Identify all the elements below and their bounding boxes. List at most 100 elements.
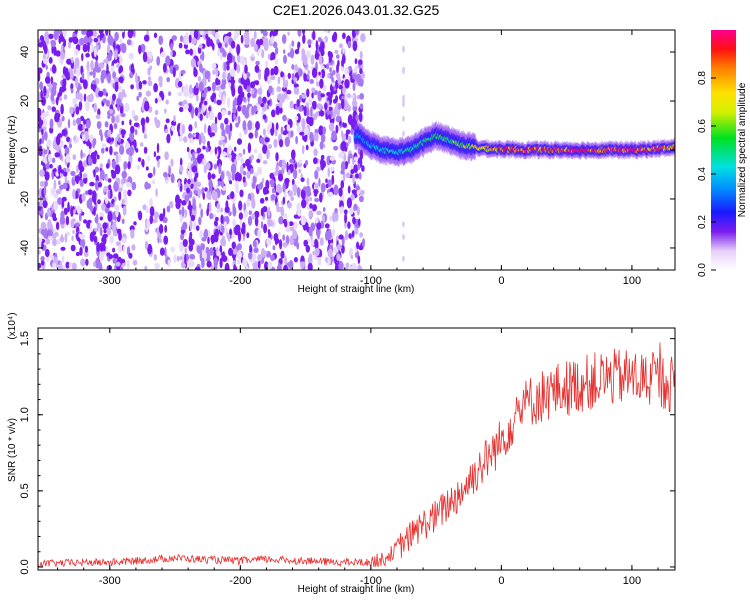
noise-speckle [89, 181, 95, 187]
noise-speckle [340, 66, 344, 71]
noise-speckle [78, 101, 83, 111]
noise-speckle [239, 164, 244, 175]
noise-speckle [193, 184, 198, 190]
noise-speckle [92, 139, 96, 149]
noise-speckle [165, 118, 170, 124]
noise-speckle [183, 43, 188, 49]
noise-speckle [262, 160, 268, 165]
noise-speckle [262, 144, 268, 155]
noise-speckle [347, 93, 351, 98]
noise-speckle [90, 60, 94, 71]
noise-speckle [193, 189, 198, 195]
noise-speckle [319, 141, 324, 150]
noise-speckle [187, 178, 191, 185]
noise-speckle [333, 184, 339, 196]
noise-speckle [240, 34, 244, 44]
noise-speckle [166, 77, 171, 83]
noise-speckle [291, 178, 295, 186]
noise-speckle [102, 233, 108, 239]
noise-speckle [227, 82, 232, 88]
noise-speckle [282, 182, 286, 193]
noise-speckle [117, 187, 123, 192]
noise-speckle [302, 33, 306, 44]
noise-speckle [237, 115, 241, 125]
noise-speckle [153, 253, 157, 261]
noise-speckle [207, 236, 210, 244]
noise-speckle [245, 198, 251, 208]
noise-speckle [233, 61, 237, 71]
noise-speckle [93, 169, 96, 178]
noise-speckle [264, 71, 268, 82]
noise-speckle [89, 222, 93, 233]
noise-speckle [220, 207, 224, 213]
spectrogram-ytick-label: 40 [19, 46, 31, 58]
noise-speckle [242, 259, 248, 268]
noise-speckle [195, 93, 199, 102]
noise-speckle [193, 68, 198, 77]
noise-speckle [331, 130, 337, 141]
noise-speckle [255, 211, 259, 217]
noise-speckle [344, 79, 350, 89]
noise-speckle [105, 163, 110, 169]
noise-speckle [325, 178, 328, 184]
noise-speckle [58, 180, 61, 185]
noise-speckle [320, 41, 325, 51]
noise-speckle [142, 80, 147, 85]
noise-speckle [132, 259, 138, 266]
noise-speckle [69, 68, 74, 80]
noise-speckle [154, 98, 158, 104]
noise-speckle [270, 52, 276, 60]
noise-speckle [354, 58, 358, 65]
noise-speckle [318, 55, 323, 65]
noise-speckle [103, 228, 107, 234]
noise-speckle [319, 110, 325, 117]
noise-speckle [39, 169, 45, 177]
noise-speckle [235, 122, 240, 128]
noise-speckle [360, 33, 366, 43]
noise-speckle [261, 248, 266, 259]
noise-speckle [187, 169, 193, 180]
noise-speckle [339, 43, 343, 49]
noise-speckle [128, 146, 134, 157]
noise-speckle [129, 71, 134, 79]
noise-speckle [60, 210, 65, 220]
spectrogram-ytick-label: -40 [19, 240, 31, 256]
noise-speckle [359, 232, 363, 238]
noise-speckle [263, 223, 268, 234]
noise-speckle [329, 155, 335, 161]
noise-speckle [277, 173, 284, 182]
noise-speckle [262, 30, 268, 37]
noise-speckle [336, 54, 340, 59]
noise-speckle [220, 180, 225, 188]
noise-speckle [93, 199, 97, 205]
noise-speckle [277, 231, 281, 237]
noise-speckle [158, 224, 164, 234]
noise-speckle [159, 90, 164, 98]
noise-speckle [350, 194, 355, 201]
noise-speckle [118, 244, 122, 253]
noise-speckle [109, 145, 113, 156]
noise-speckle [122, 245, 126, 251]
noise-speckle [207, 37, 211, 44]
noise-speckle [208, 106, 212, 112]
noise-speckle [359, 68, 363, 75]
noise-speckle [72, 119, 77, 127]
noise-speckle [329, 215, 333, 222]
snr-xtick-label: 0 [498, 575, 504, 587]
noise-speckle [190, 58, 196, 68]
noise-speckle [234, 172, 239, 182]
noise-speckle [112, 253, 119, 260]
artifact-speckle [402, 94, 405, 101]
noise-speckle [200, 208, 204, 218]
noise-speckle [332, 228, 336, 237]
noise-speckle [64, 146, 70, 155]
noise-speckle [292, 183, 298, 193]
noise-speckle [72, 97, 78, 106]
noise-speckle [93, 206, 96, 217]
noise-speckle [314, 197, 320, 203]
noise-speckle [264, 261, 269, 270]
noise-speckle [239, 217, 242, 227]
noise-speckle [350, 168, 355, 175]
noise-speckle [120, 43, 127, 54]
noise-speckle [102, 222, 108, 230]
